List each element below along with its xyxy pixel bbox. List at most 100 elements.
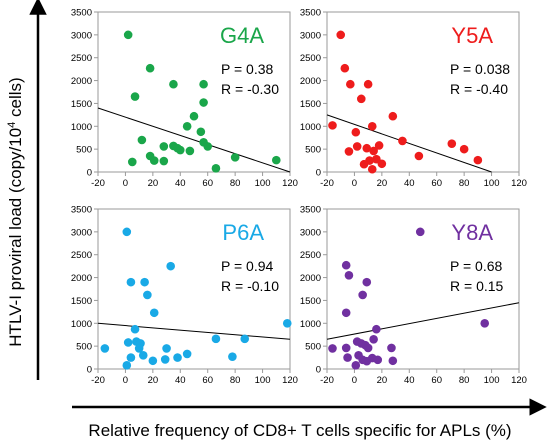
y-tick-label: 1500 <box>71 296 92 307</box>
data-point <box>130 324 140 334</box>
data-point <box>230 153 240 162</box>
data-point <box>160 355 170 364</box>
trendline <box>97 322 291 340</box>
y-tick-label: 3000 <box>300 30 321 41</box>
r-value: R = -0.30 <box>221 81 279 97</box>
x-tick-label: 60 <box>431 178 442 189</box>
data-point <box>149 156 159 165</box>
y-tick-label: 3500 <box>300 8 321 19</box>
plot-frame <box>97 208 291 370</box>
data-point <box>473 155 483 165</box>
r-value: R = -0.10 <box>221 278 279 294</box>
y-axis-label-tail: cells) <box>6 77 25 121</box>
data-point <box>182 121 192 131</box>
data-point <box>480 318 490 328</box>
data-point <box>185 146 195 156</box>
data-point <box>363 343 373 353</box>
x-tick-label: 120 <box>511 178 527 189</box>
panel-title: Y8A <box>451 220 493 245</box>
y-tick-label: 2500 <box>300 250 321 261</box>
x-tick-label: 120 <box>282 375 298 386</box>
x-tick-label: 100 <box>255 178 271 189</box>
x-tick-label: 100 <box>484 375 500 386</box>
data-point <box>211 164 221 173</box>
data-point <box>140 277 149 287</box>
y-tick-label: 1000 <box>71 319 92 330</box>
x-tick-label: 80 <box>459 375 470 386</box>
x-tick-label: 20 <box>377 375 388 386</box>
data-point <box>199 79 208 89</box>
x-tick-label: 20 <box>377 178 388 189</box>
data-point <box>369 334 378 344</box>
data-point <box>169 79 178 89</box>
trendline <box>97 107 291 173</box>
p-value: P = 0.038 <box>450 61 510 77</box>
data-point <box>138 350 148 360</box>
data-point <box>123 30 133 40</box>
y-tick-label: 0 <box>87 365 92 376</box>
y-tick-label: 0 <box>316 168 321 179</box>
data-point <box>240 334 250 344</box>
x-tick-label: 0 <box>123 178 128 189</box>
plot-frame <box>326 208 520 370</box>
y-axis-label-superscript: 4 <box>6 122 18 128</box>
data-point <box>189 111 199 121</box>
x-tick-label: 40 <box>404 178 415 189</box>
y-tick-label: 500 <box>305 145 321 156</box>
data-point <box>344 147 354 156</box>
data-point <box>447 139 457 148</box>
y-tick-label: 3000 <box>71 227 92 238</box>
r-value: R = 0.15 <box>450 278 504 294</box>
y-tick-label: 2500 <box>71 53 92 64</box>
y-tick-label: 1000 <box>300 319 321 330</box>
data-point <box>352 142 362 151</box>
data-point <box>362 277 372 287</box>
data-point <box>358 290 367 300</box>
y-tick-label: 500 <box>76 145 92 156</box>
data-point <box>341 308 351 318</box>
x-tick-label: 100 <box>255 375 271 386</box>
trendline <box>326 114 492 173</box>
y-tick-label: 3500 <box>300 205 321 216</box>
y-tick-label: 1000 <box>300 122 321 133</box>
data-point <box>356 94 366 104</box>
data-point <box>159 142 169 151</box>
data-point <box>145 63 155 73</box>
data-point <box>159 156 169 166</box>
data-point <box>149 308 159 318</box>
x-tick-label: -20 <box>91 375 105 386</box>
data-point <box>328 344 337 353</box>
data-point <box>130 92 140 101</box>
y-tick-label: 500 <box>305 342 321 353</box>
plot-frame <box>97 11 291 173</box>
data-point <box>351 127 361 137</box>
data-point <box>398 136 407 146</box>
y-axis-label-main: HTLV-I proviral load (copy/10 <box>6 128 25 347</box>
panel-title: Y5A <box>451 23 493 48</box>
y-tick-label: 1000 <box>71 122 92 133</box>
x-tick-label: 20 <box>148 375 159 386</box>
data-point <box>363 79 373 89</box>
data-point <box>228 352 237 361</box>
data-point <box>414 151 424 161</box>
data-point <box>126 353 136 362</box>
x-tick-label: -20 <box>320 375 334 386</box>
data-point <box>372 324 381 334</box>
y-tick-label: 1500 <box>300 296 321 307</box>
y-tick-label: 3500 <box>71 8 92 19</box>
y-tick-label: 500 <box>76 342 92 353</box>
y-axis-label: HTLV-I proviral load (copy/104 cells) <box>6 77 25 346</box>
data-point <box>359 159 369 169</box>
r-value: R = -0.40 <box>450 81 508 97</box>
p-value: P = 0.94 <box>221 258 274 274</box>
y-tick-label: 3000 <box>71 30 92 41</box>
data-point <box>343 353 352 362</box>
data-point <box>137 135 147 145</box>
data-point <box>126 277 136 287</box>
data-point <box>196 127 206 137</box>
data-point <box>367 164 377 174</box>
data-point <box>415 227 425 237</box>
data-point <box>367 121 377 131</box>
x-tick-label: 60 <box>431 375 442 386</box>
